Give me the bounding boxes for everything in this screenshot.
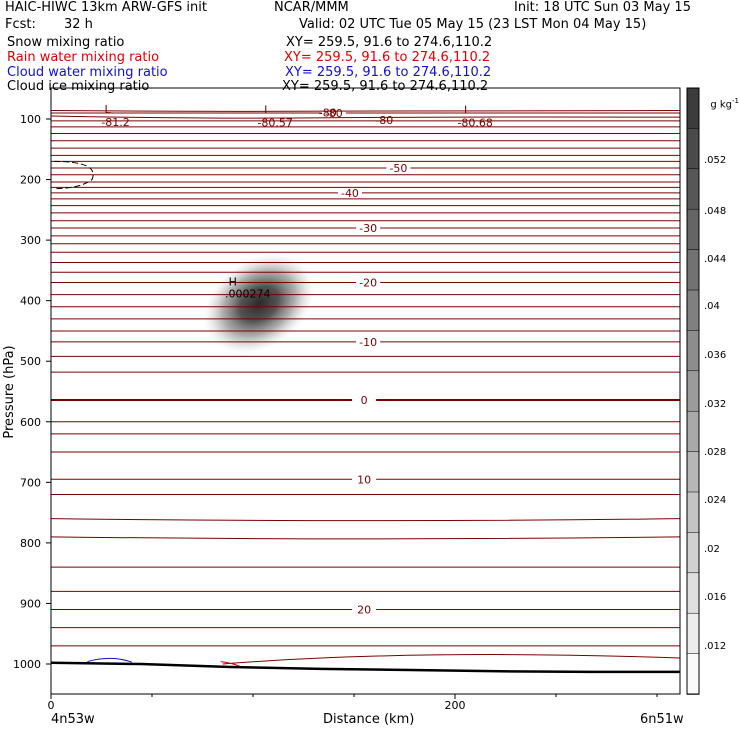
colorbar-tick-label: .044: [704, 254, 726, 265]
colorbar-tick-label: .016: [704, 592, 726, 603]
colorbar-tick-label: .048: [704, 206, 726, 217]
colorbar-tick-label: .028: [704, 447, 726, 458]
header-init: Init: 18 UTC Sun 03 May 15: [514, 0, 691, 15]
temperature-contour: [51, 536, 680, 540]
contour-label: -80: [325, 107, 343, 120]
low-marker: L: [464, 103, 471, 116]
y-tick-label: 400: [20, 295, 41, 308]
colorbar-segment: [686, 491, 700, 534]
field-xy-snow: XY= 259.5, 91.6 to 274.6,110.2: [286, 35, 493, 50]
x-tick-label: 0: [48, 699, 55, 712]
colorbar-segment: [686, 572, 700, 614]
low-marker: L: [104, 103, 111, 116]
colorbar-tick-label: .024: [704, 495, 726, 506]
colorbar-tick-label: .02: [704, 544, 720, 555]
low-value: -80.57: [257, 116, 292, 129]
y-tick-label: 300: [20, 234, 41, 247]
y-tick-label: 800: [20, 537, 41, 550]
temperature-contour: [222, 654, 680, 665]
y-tick-label: 1000: [13, 658, 41, 671]
contour-label: -40: [341, 187, 359, 200]
contour-label: 10: [357, 473, 371, 486]
x-right-location: 6n51w: [640, 712, 684, 727]
y-axis-label: Pressure (hPa): [2, 345, 17, 439]
colorbar-segment: [686, 451, 700, 493]
field-xy-cloud-water: XY= 259.5, 91.6 to 274.6,110.2: [285, 65, 492, 80]
colorbar-segment: [686, 128, 700, 170]
low-value: -80.68: [457, 116, 492, 129]
colorbar-segment: [686, 370, 700, 412]
colorbar-tick-label: .052: [704, 155, 726, 166]
colorbar-segment: [686, 168, 700, 210]
header-title: HAIC-HIWC 13km ARW-GFS init: [5, 0, 207, 15]
contour-label: -80: [319, 106, 337, 119]
contour-label: 20: [357, 604, 371, 617]
colorbar: .052 .048 .044 .04 .036 .032 .028 .024 .02 .016 .0…: [686, 87, 726, 695]
colorbar-frame: [686, 87, 700, 695]
contour-label: -10: [359, 336, 377, 349]
x-left-location: 4n53w: [51, 712, 95, 727]
x-tick-label: 200: [445, 699, 466, 712]
y-tick-label: 700: [20, 476, 41, 489]
colorbar-segment: [686, 410, 700, 453]
colorbar-segment: [686, 249, 700, 291]
fcst-label: Fcst:: [5, 17, 36, 32]
colorbar-tick-label: .012: [704, 641, 726, 652]
temperature-contour: [51, 110, 680, 112]
field-label-cloud-water: Cloud water mixing ratio: [7, 65, 168, 80]
high-marker: H: [229, 275, 237, 288]
y-tick-label: 900: [20, 597, 41, 610]
contour-label: -20: [359, 277, 377, 290]
field-xy-cloud-ice: XY= 259.5, 91.6 to 274.6,110.2: [282, 79, 489, 94]
contour-label: -50: [389, 162, 407, 175]
y-tick-label: 100: [20, 113, 41, 126]
plot-frame: [50, 87, 681, 695]
x-axis-label: Distance (km): [323, 712, 415, 727]
terrain-line: [51, 661, 680, 674]
contour-label: 0: [361, 394, 368, 407]
field-label-snow: Snow mixing ratio: [7, 35, 125, 50]
colorbar-segment: [686, 208, 700, 251]
colorbar-unit: g kg-1: [710, 97, 740, 111]
shaded-maximum: [203, 253, 315, 354]
contour-label: -80: [375, 114, 393, 127]
snow-contour: [53, 160, 94, 190]
field-xy-rain: XY= 259.5, 91.6 to 274.6,110.2: [284, 50, 491, 65]
fcst-value: 32 h: [64, 17, 93, 32]
colorbar-segment: [686, 289, 700, 332]
field-label-cloud-ice: Cloud ice mixing ratio: [7, 79, 150, 94]
y-tick-label: 500: [20, 355, 41, 368]
valid-time: Valid: 02 UTC Tue 05 May 15 (23 LST Mon …: [299, 17, 647, 32]
high-value: .000274: [225, 287, 271, 300]
colorbar-segment: [686, 532, 700, 574]
colorbar-segment: [686, 612, 700, 655]
low-value: -81.2: [101, 116, 129, 129]
colorbar-tick-label: .04: [704, 301, 720, 312]
y-tick-label: 600: [20, 416, 41, 429]
header-org: NCAR/MMM: [274, 0, 349, 15]
colorbar-tick-label: .032: [704, 399, 726, 410]
field-label-rain: Rain water mixing ratio: [7, 50, 160, 65]
colorbar-tick-label: .036: [704, 350, 726, 361]
cloud-water-contour: [87, 657, 132, 663]
y-tick-label: 200: [20, 174, 41, 187]
colorbar-segment: [686, 653, 700, 695]
colorbar-segment: [686, 330, 700, 372]
temperature-contour: [51, 115, 680, 119]
temperature-contour: [51, 518, 680, 522]
colorbar-segment: [686, 87, 700, 130]
contour-label: -30: [359, 222, 377, 235]
low-marker: L: [264, 103, 271, 116]
